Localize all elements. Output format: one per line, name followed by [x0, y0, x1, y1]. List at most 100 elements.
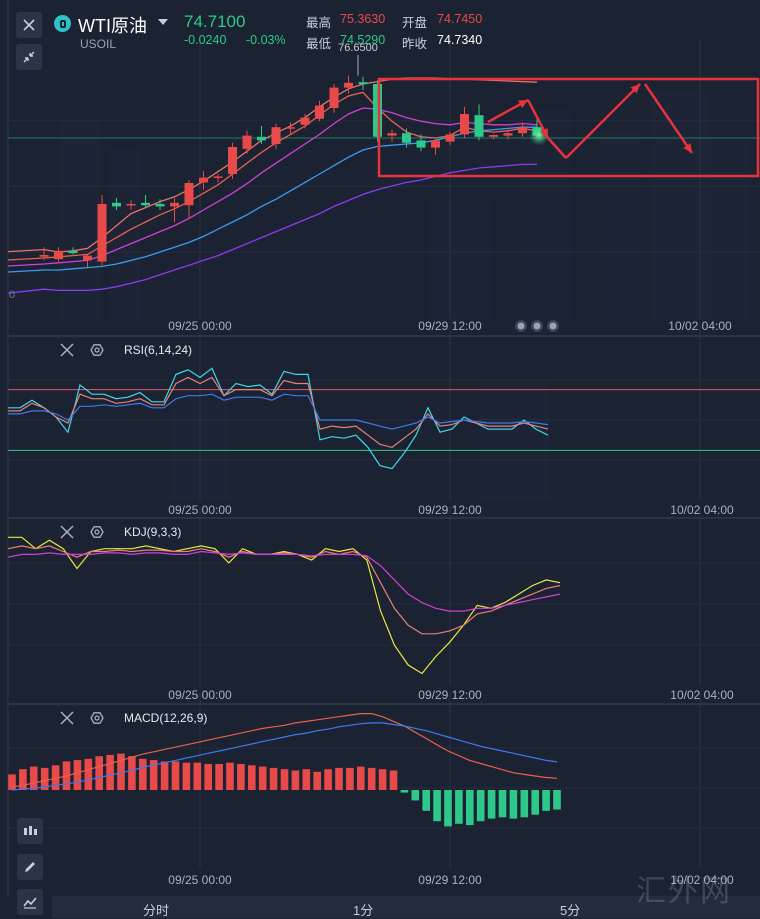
chevron-down-icon[interactable] [158, 19, 168, 25]
arrow-2-head [539, 128, 548, 138]
indicator-settings-button[interactable] [90, 344, 104, 356]
building-4 [600, 130, 640, 320]
macd-bar [8, 774, 16, 790]
close-icon [60, 525, 74, 539]
x-tick-rsi: 10/02 04:00 [670, 503, 734, 517]
line-chart-icon [23, 897, 37, 909]
building-0 [60, 120, 100, 320]
building-2 [430, 200, 490, 320]
timeframe-5min[interactable]: 5分 [560, 903, 581, 918]
left-tick-label: 0 [9, 289, 15, 301]
candle-body [460, 114, 469, 135]
indicator-title: MACD(12,26,9) [124, 711, 207, 725]
timeframe-1min[interactable]: 1分 [353, 903, 374, 918]
symbol-code: USOIL [80, 37, 117, 51]
gear-icon [90, 344, 104, 356]
candle-body [141, 202, 150, 206]
macd-bar [291, 770, 300, 790]
macd-bar [498, 790, 507, 818]
macd-bar [40, 767, 49, 790]
panels [7, 0, 760, 896]
candle-body [474, 115, 484, 137]
macd-bar [139, 758, 147, 790]
arrow-3 [547, 137, 567, 159]
candle-body [199, 177, 208, 183]
candle-body [344, 82, 353, 88]
candle-body [112, 202, 121, 207]
candle-body [155, 204, 165, 207]
macd-bar [280, 769, 289, 790]
rsi-series-1 [8, 376, 549, 449]
candle-body [83, 255, 92, 261]
stat-prevclose-label: 昨收 [402, 37, 428, 51]
gear-icon-center [94, 347, 100, 353]
macd-bar [182, 762, 191, 790]
candle-body [329, 87, 339, 108]
macd-bar [346, 767, 354, 790]
macd-bar [313, 771, 321, 790]
x-tick-kdj: 10/02 04:00 [670, 688, 734, 702]
macd-bar [193, 762, 202, 790]
rsi-series-0 [8, 367, 549, 470]
arrow-5 [643, 83, 694, 154]
macd-bar [455, 790, 463, 824]
indicator-settings-button[interactable] [90, 526, 104, 538]
gear-icon-center [94, 715, 100, 721]
macd-bar [237, 764, 245, 790]
macd-bar [149, 760, 158, 790]
page-dot-inner-2 [549, 322, 557, 330]
candle-body [271, 127, 281, 144]
close-button[interactable] [16, 12, 42, 38]
candle-body [39, 255, 49, 257]
macd-bar [19, 769, 27, 790]
indicator-close-button[interactable] [60, 343, 74, 357]
draw-tool-button[interactable] [17, 854, 43, 880]
stat-low-value: 74.5290 [340, 33, 386, 47]
main-candlestick-panel[interactable] [7, 75, 760, 294]
annotation-overlay [377, 77, 760, 178]
page-dot-inner-0 [517, 322, 525, 330]
macd-bar [160, 761, 169, 790]
rsi-series-2 [8, 393, 549, 430]
candle-body [126, 204, 136, 206]
macd-bar [204, 764, 212, 790]
candle-body [213, 176, 223, 178]
x-tick-main: 10/02 04:00 [668, 319, 732, 333]
high-marker-label: 76.6500 [338, 42, 378, 54]
ma-line-2 [7, 107, 538, 267]
kdj-series-2 [7, 550, 561, 612]
macd-bar [411, 790, 420, 801]
x-tick-main: 09/25 00:00 [168, 319, 232, 333]
close-icon [60, 711, 74, 725]
macd-bar [378, 769, 387, 790]
macd-bar [248, 765, 256, 790]
macd-bar [542, 790, 550, 811]
x-tick-macd: 10/02 04:00 [670, 873, 734, 887]
stat-high-label: 最高 [306, 16, 332, 30]
macd-bar [335, 767, 343, 790]
indicator-close-button[interactable] [60, 525, 74, 539]
axis-labels: 09/25 00:00 09/29 12:00 10/02 04:00 09/25 0… [9, 42, 734, 887]
gear-icon-center [94, 529, 100, 535]
candle-body [54, 250, 63, 260]
macd-panel[interactable]: MACD(12,26,9) [8, 711, 561, 827]
symbol-name[interactable]: WTI原油 [78, 16, 147, 36]
candle-body [387, 133, 397, 136]
indicator-title: KDJ(9,3,3) [124, 525, 181, 539]
kdj-panel[interactable]: KDJ(9,3,3) [7, 525, 561, 675]
macd-bar [357, 766, 365, 790]
candle-type-button[interactable] [17, 818, 43, 844]
timeframe-tick[interactable]: 分时 [143, 903, 170, 918]
candle-body [257, 136, 266, 141]
macd-bar [444, 790, 452, 827]
rsi-panel[interactable]: RSI(6,14,24) [8, 343, 760, 470]
x-tick-rsi: 09/29 12:00 [418, 503, 482, 517]
candle-body [358, 82, 368, 84]
indicator-close-button[interactable] [60, 711, 74, 725]
candle-body [489, 135, 498, 137]
collapse-button[interactable] [16, 44, 42, 70]
kdj-series-1 [7, 545, 561, 635]
macd-bar [433, 790, 441, 822]
indicator-button[interactable] [17, 889, 43, 915]
indicator-settings-button[interactable] [90, 712, 104, 724]
